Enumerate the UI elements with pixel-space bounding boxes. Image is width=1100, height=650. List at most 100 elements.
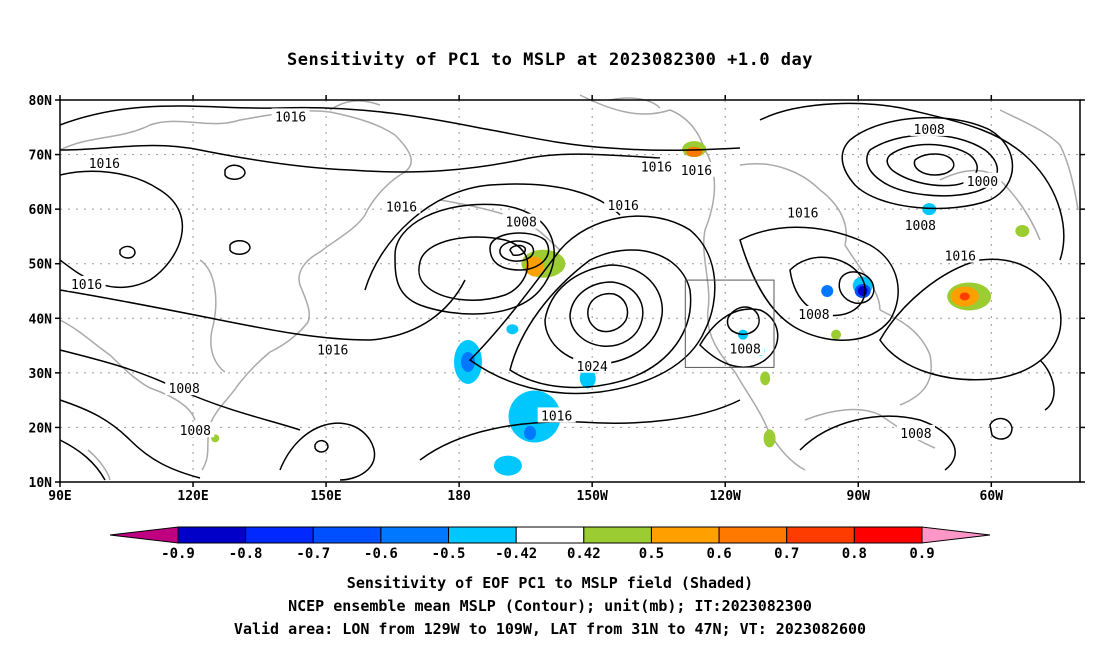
colorbar-arrow-right — [921, 526, 991, 544]
contour-label-bg — [165, 380, 204, 396]
colorbar-box — [853, 526, 923, 544]
shaded-blob — [461, 351, 475, 372]
lon-label: 150W — [577, 489, 608, 504]
colorbar-label: 0.9 — [909, 546, 934, 562]
contour-label-bg — [85, 154, 124, 170]
shaded-blob — [760, 371, 771, 386]
shaded-blob — [922, 203, 937, 216]
contour-label: 1016 — [275, 110, 306, 125]
shaded-blob — [525, 256, 544, 277]
colorbar-label: -0.7 — [296, 546, 330, 562]
shaded-blob — [831, 329, 842, 340]
shaded-blob — [821, 285, 834, 297]
lon-label: 150E — [310, 489, 341, 504]
lon-label: 120W — [710, 489, 741, 504]
colorbar-box — [650, 526, 720, 544]
shaded-blob — [857, 286, 868, 296]
caption-line-3: Valid area: LON from 129W to 109W, LAT f… — [233, 620, 867, 638]
colorbar-label: 0.7 — [774, 546, 799, 562]
contour-label: 1008 — [798, 308, 829, 323]
contour-label-bg — [537, 407, 576, 423]
lat-label: 80N — [29, 94, 53, 109]
contour-label: 1008 — [900, 427, 931, 442]
contour-label: 1008 — [730, 342, 761, 357]
contour-label-bg — [910, 120, 949, 136]
caption-line-1: Sensitivity of EOF PC1 to MSLP field (Sh… — [346, 574, 754, 592]
contour-label-bg — [502, 213, 541, 229]
shaded-blob — [579, 368, 596, 389]
colorbar-box — [245, 526, 314, 544]
contour-label-bg — [604, 196, 643, 212]
colorbar-arrow-left — [109, 526, 179, 544]
colorbar-box — [380, 526, 450, 544]
contour-label: 1008 — [506, 216, 537, 231]
latitude-labels: 80N 70N 60N 50N 40N 30N 20N 10N — [29, 94, 53, 491]
colorbar-label: -0.6 — [364, 546, 398, 562]
longitude-labels: 90E 120E 150E 180 150W 120W 90W 60W — [48, 489, 1003, 504]
contour-label: 1016 — [541, 409, 572, 424]
colorbar-label: 0.6 — [706, 546, 731, 562]
lat-label: 70N — [29, 149, 53, 164]
contour-label: 1016 — [608, 199, 639, 214]
contour-label: 1016 — [386, 200, 417, 215]
contour-label-bg — [573, 357, 612, 373]
shaded-blob — [508, 390, 561, 443]
shaded-blob — [506, 324, 519, 335]
contour-label: 1016 — [787, 206, 818, 221]
lat-label: 30N — [29, 367, 53, 382]
contour-label: 1000 — [967, 175, 998, 190]
contour-label-bg — [67, 275, 106, 291]
lon-label: 90W — [847, 489, 871, 504]
contour-label-bg — [382, 198, 421, 214]
colorbar-box — [312, 526, 382, 544]
colorbar: -0.9 -0.8 -0.7 -0.6 -0.5 -0.42 0.42 0.5 0.6 0.7 0.… — [109, 526, 991, 562]
axis-ticks — [55, 95, 1085, 487]
shaded-blob — [686, 146, 703, 157]
contour-label: 1016 — [317, 343, 348, 358]
lat-label: 20N — [29, 421, 53, 436]
contour-label: 1016 — [681, 164, 712, 179]
colorbar-box — [448, 526, 517, 544]
contour-label: 1008 — [905, 219, 936, 234]
contour-label-bg — [176, 422, 215, 438]
contour-label-bg — [783, 204, 822, 220]
lon-label: 90E — [48, 489, 71, 504]
contour-label: 1016 — [71, 278, 102, 293]
colorbar-label: -0.5 — [432, 546, 466, 562]
shaded-blob — [524, 425, 537, 440]
contour-label-bg — [794, 305, 833, 321]
contour-label: 1016 — [945, 250, 976, 265]
colorbar-label: 0.8 — [842, 546, 867, 562]
gridlines — [60, 100, 1080, 482]
shaded-blob — [493, 455, 522, 476]
contour-label-bg — [901, 216, 940, 232]
colorbar-box — [583, 526, 652, 544]
lat-label: 60N — [29, 203, 53, 218]
contour-label: 1016 — [89, 157, 120, 172]
contour-label-bg — [637, 158, 676, 174]
colorbar-label: -0.8 — [229, 546, 263, 562]
valid-area-box — [684, 279, 775, 368]
colorbar-box — [515, 526, 585, 544]
shaded-blob — [1015, 224, 1030, 237]
shaded-blob — [763, 429, 776, 448]
contour-label: 1016 — [641, 161, 672, 176]
contour-label-bg — [271, 108, 310, 124]
colorbar-box — [177, 526, 247, 544]
lon-label: 60W — [980, 489, 1004, 504]
colorbar-label: 0.5 — [639, 546, 664, 562]
map-frame — [59, 99, 1081, 483]
shaded-blob — [959, 292, 970, 301]
sensitivity-shading — [211, 141, 1030, 476]
lat-label: 10N — [29, 476, 53, 491]
lat-label: 50N — [29, 258, 53, 273]
contour-label-bg — [963, 172, 1002, 188]
lon-label: 180 — [447, 489, 471, 504]
lat-label: 40N — [29, 312, 53, 327]
contour-label: 1008 — [180, 424, 211, 439]
contour-label-bg — [313, 341, 352, 357]
colorbar-label: -0.9 — [161, 546, 195, 562]
contour-label: 1008 — [169, 382, 200, 397]
caption-line-2: NCEP ensemble mean MSLP (Contour); unit(… — [288, 597, 812, 615]
